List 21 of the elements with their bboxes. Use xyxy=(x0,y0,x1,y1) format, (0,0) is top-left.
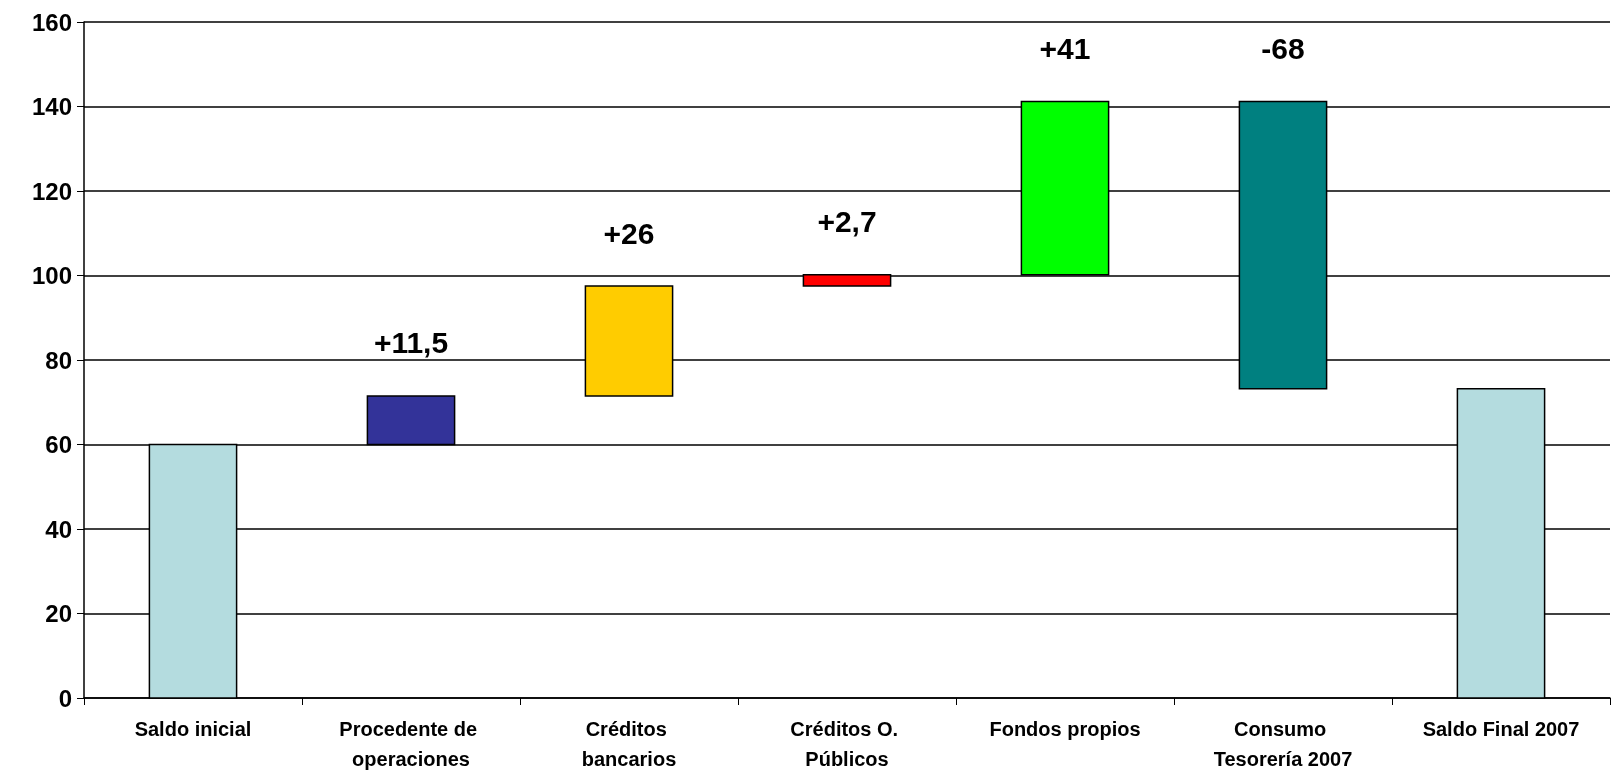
y-tick-label: 80 xyxy=(45,346,72,374)
data-label: +26 xyxy=(603,216,655,250)
x-tick-label: Saldo inicial xyxy=(134,718,252,740)
data-label: +11,5 xyxy=(373,326,449,360)
y-tick-label: 140 xyxy=(31,93,72,120)
y-tick-label: 100 xyxy=(31,262,72,289)
y-tick-label: 40 xyxy=(45,515,72,543)
y-tick-label: 20 xyxy=(45,600,72,627)
x-tick-label: Fondos propios xyxy=(989,718,1141,740)
data-label: +2,7 xyxy=(817,205,877,239)
x-tick-label: Créditos O. Públicos xyxy=(790,718,904,770)
x-tick-label: Consumo Tesorería 2007 xyxy=(1213,718,1353,770)
x-tick-label: Saldo Final 2007 xyxy=(1422,718,1580,740)
y-tick-label: 60 xyxy=(45,431,72,458)
x-tick-label: Procedente de operaciones xyxy=(339,718,483,770)
y-tick-label: 120 xyxy=(31,177,72,205)
data-label: +41 xyxy=(1039,31,1091,65)
x-tick-label: Créditos bancarios xyxy=(581,718,677,770)
y-tick-label: 0 xyxy=(58,684,72,712)
data-label: -68 xyxy=(1261,31,1305,65)
y-tick-label: 160 xyxy=(31,8,72,36)
